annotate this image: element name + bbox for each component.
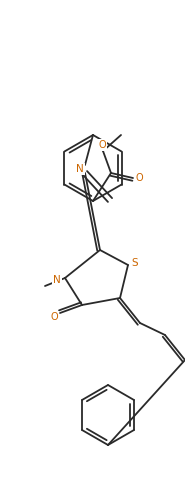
Text: N: N (53, 275, 61, 285)
Text: N: N (76, 164, 84, 174)
Text: O: O (50, 312, 58, 322)
Text: O: O (135, 173, 143, 183)
Text: O: O (98, 140, 106, 150)
Text: S: S (132, 258, 138, 268)
